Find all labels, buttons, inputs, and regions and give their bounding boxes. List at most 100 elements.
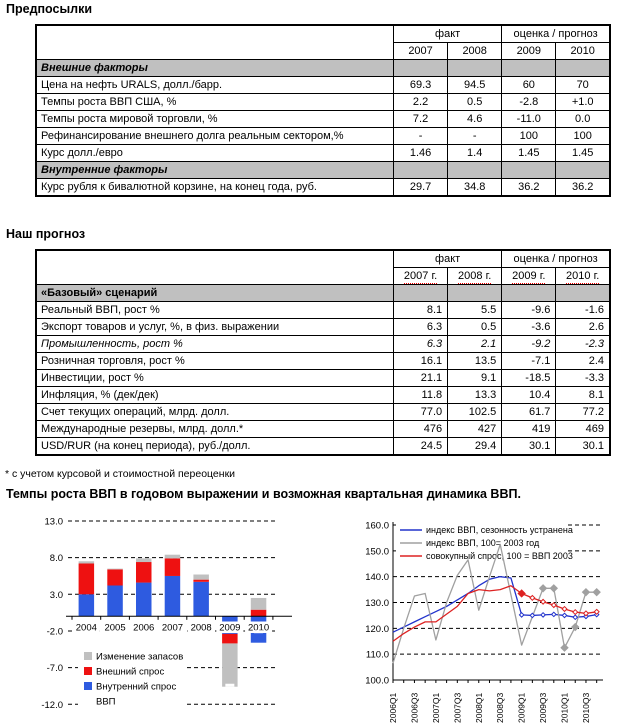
year-header: 2010 — [555, 42, 611, 60]
value-cell: 29.7 — [392, 178, 449, 197]
bar-x-label: 2008 — [191, 623, 212, 634]
assumptions-title: Предпосылки — [6, 2, 93, 16]
x-tick-label: 2009Q3 — [538, 692, 548, 723]
x-tick-label: 2006Q3 — [409, 692, 419, 723]
table-row: Темпы роста ВВП США, % 2.2 0.5 -2.8 +1.0 — [35, 93, 611, 111]
value-cell: -3.6 — [501, 318, 557, 336]
assumptions-table: факт оценка / прогноз 2007 2008 2009 2010 Внеш… — [35, 24, 611, 197]
section-cell — [501, 161, 557, 179]
value-cell: 61.7 — [501, 403, 557, 421]
header-row: факт оценка / прогноз — [35, 249, 611, 285]
y-tick-label: 100.0 — [365, 676, 389, 687]
row-label: Счет текущих операций, млрд. долл. — [35, 403, 394, 421]
row-label: Промышленность, рост % — [35, 335, 394, 353]
year-header: 2008 — [447, 42, 503, 60]
y-tick-label: 150.0 — [365, 546, 389, 557]
legend-swatch — [84, 652, 92, 660]
table-row: Темпы роста мировой торговли, % 7.2 4.6 -11… — [35, 110, 611, 128]
year-header: 2009 — [501, 42, 557, 60]
table-row: Инвестиции, рост % 21.1 9.1 -18.5 -3.3 — [35, 369, 611, 387]
bar-segment — [136, 582, 152, 617]
forecast-title: Наш прогноз — [6, 227, 86, 241]
bar-segment — [136, 562, 152, 583]
charts-title: Темпы роста ВВП в годовом выражении и во… — [6, 487, 521, 501]
value-cell: 6.3 — [392, 318, 449, 336]
bar-segment — [164, 554, 181, 559]
value-cell: 2.1 — [447, 335, 503, 353]
x-tick-label: 2008Q3 — [495, 692, 505, 723]
bar-x-label: 2005 — [104, 623, 125, 634]
y-tick-label: 13.0 — [45, 516, 64, 527]
x-tick-label: 2009Q1 — [517, 692, 527, 723]
bar-segment — [78, 594, 95, 617]
value-cell: 102.5 — [447, 403, 503, 421]
value-cell: 8.1 — [392, 301, 449, 319]
value-cell: -9.6 — [501, 301, 557, 319]
table-row: Счет текущих операций, млрд. долл. 77.0 10… — [35, 403, 611, 421]
value-cell: 100 — [501, 127, 557, 145]
legend-swatch — [84, 697, 92, 705]
table-row: Курс долл./евро 1.46 1.4 1.45 1.45 — [35, 144, 611, 162]
table-row: Инфляция, % (дек/дек) 11.8 13.3 10.4 8.1 — [35, 386, 611, 404]
y-tick-label: -12.0 — [41, 700, 63, 711]
bar-segment — [193, 579, 209, 582]
bar-segment — [136, 558, 152, 563]
value-cell: 29.4 — [447, 437, 503, 456]
value-cell: 427 — [447, 420, 503, 438]
value-cell: +1.0 — [555, 93, 611, 111]
value-cell: 0.0 — [555, 110, 611, 128]
value-cell: 7.2 — [392, 110, 449, 128]
value-cell: 60 — [501, 76, 557, 94]
value-cell: 100 — [555, 127, 611, 145]
legend-label: совокупный спрос, 100 = ВВП 2003 — [426, 551, 573, 561]
value-cell: 9.1 — [447, 369, 503, 387]
row-label: Рефинансирование внешнего долга реальным… — [35, 127, 394, 145]
y-tick-label: 140.0 — [365, 572, 389, 583]
value-cell: 0.5 — [447, 318, 503, 336]
section-row: Внутренние факторы — [35, 161, 611, 179]
table-row: Промышленность, рост % 6.3 2.1 -9.2 -2.3 — [35, 335, 611, 353]
value-cell: -2.3 — [555, 335, 611, 353]
value-cell: 36.2 — [555, 178, 611, 197]
legend-label: индекс ВВП, сезонность устранена — [426, 525, 573, 535]
bar-segment — [107, 569, 123, 586]
y-tick-label: -2.0 — [47, 626, 63, 637]
value-cell: -7.1 — [501, 352, 557, 370]
year-header: 2007 — [392, 42, 449, 60]
legend-label: Изменение запасов — [96, 652, 183, 663]
value-cell: 4.6 — [447, 110, 503, 128]
series-line — [392, 576, 597, 633]
bar-x-label: 2007 — [162, 623, 183, 634]
value-cell: 77.2 — [555, 403, 611, 421]
y-tick-label: 160.0 — [365, 521, 389, 532]
bar-segment — [250, 597, 267, 610]
value-cell: -11.0 — [501, 110, 557, 128]
table-row: Розничная торговля, рост % 16.1 13.5 -7.1 2.… — [35, 352, 611, 370]
legend-label: индекс ВВП, 100= 2003 год — [426, 538, 540, 548]
fact-header: факт — [392, 24, 503, 43]
bar-segment — [222, 633, 238, 644]
value-cell: 94.5 — [447, 76, 503, 94]
section-cell — [555, 161, 611, 179]
bar-x-label: 2004 — [76, 623, 97, 634]
row-label: Темпы роста мировой торговли, % — [35, 110, 394, 128]
bar-segment — [107, 585, 123, 617]
bar-segment — [164, 575, 181, 617]
value-cell: -3.3 — [555, 369, 611, 387]
value-cell: -2.8 — [501, 93, 557, 111]
section-cell — [447, 161, 503, 179]
fact-header: факт — [392, 249, 503, 268]
value-cell: 16.1 — [392, 352, 449, 370]
table-row: Реальный ВВП, рост % 8.1 5.5 -9.6 -1.6 — [35, 301, 611, 319]
section-cell — [447, 284, 503, 302]
value-cell: 1.4 — [447, 144, 503, 162]
value-cell: 77.0 — [392, 403, 449, 421]
section-label: Внешние факторы — [35, 59, 394, 77]
value-cell: -18.5 — [501, 369, 557, 387]
value-cell: 24.5 — [392, 437, 449, 456]
forecast-header: оценка / прогноз — [501, 249, 611, 268]
gdp-marker — [225, 683, 235, 687]
value-cell: 11.8 — [392, 386, 449, 404]
y-tick-label: 120.0 — [365, 624, 389, 635]
section-label: Внутренние факторы — [35, 161, 394, 179]
